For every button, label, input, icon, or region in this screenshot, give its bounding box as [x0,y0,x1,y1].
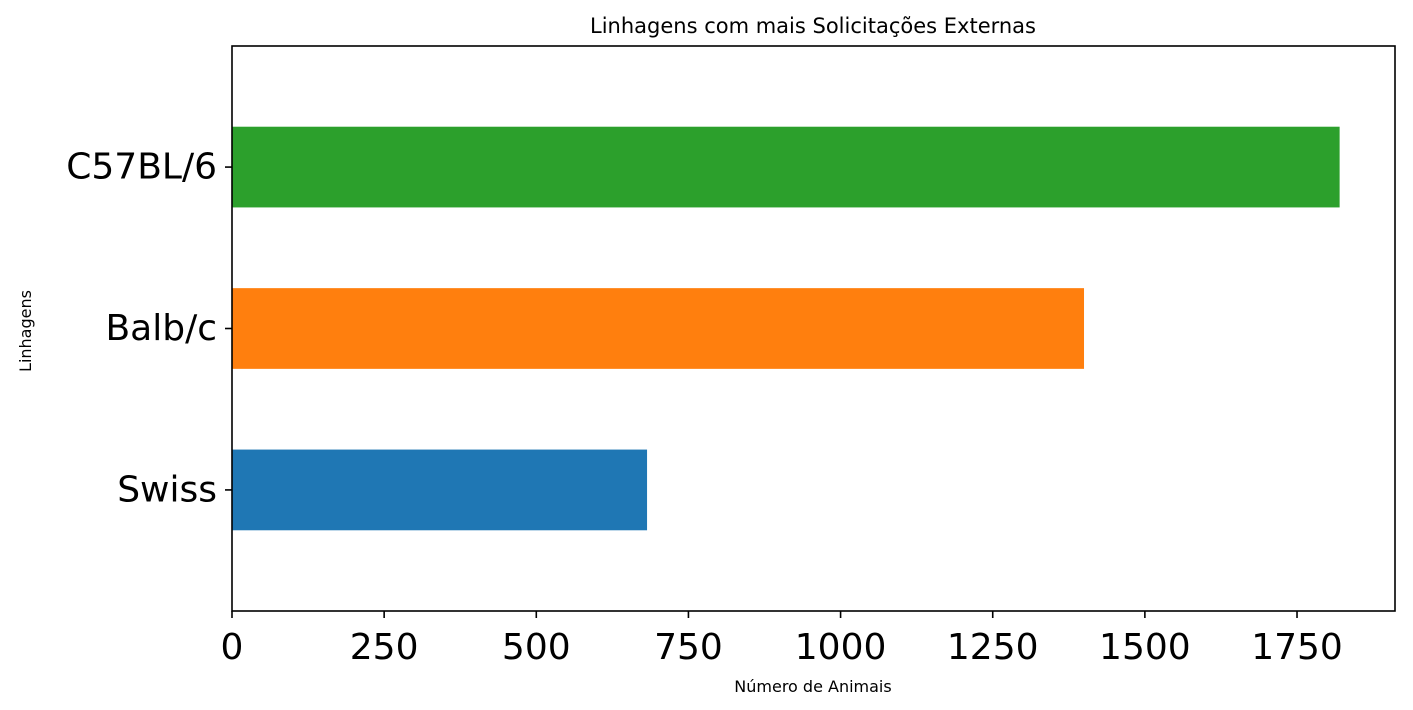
x-axis-label: Número de Animais [734,677,891,696]
y-tick-label: Swiss [117,469,217,510]
x-tick-label: 1000 [795,627,887,668]
x-tick-label: 500 [502,627,571,668]
plot-area-frame [231,45,1396,612]
x-tick-label: 750 [654,627,723,668]
chart-title: Linhagens com mais Solicitações Externas [590,14,1036,38]
x-tick-label: 250 [350,627,419,668]
x-tick-label: 1750 [1251,627,1343,668]
x-tick-label: 1500 [1099,627,1191,668]
y-tick-label: C57BL/6 [66,147,217,188]
bar-swiss [232,449,648,531]
bars [232,126,1340,531]
bar-c57bl-6 [232,126,1340,208]
axis-ticks: Swiss Balb/c C57BL/6 0 250 500 750 1000 1250 1500… [66,147,1343,668]
x-tick-label: 1250 [947,627,1039,668]
bar-balb-c [232,288,1085,369]
y-tick-label: Balb/c [105,308,217,349]
y-axis-label: Linhagens [16,290,35,372]
x-tick-label: 0 [221,627,244,668]
